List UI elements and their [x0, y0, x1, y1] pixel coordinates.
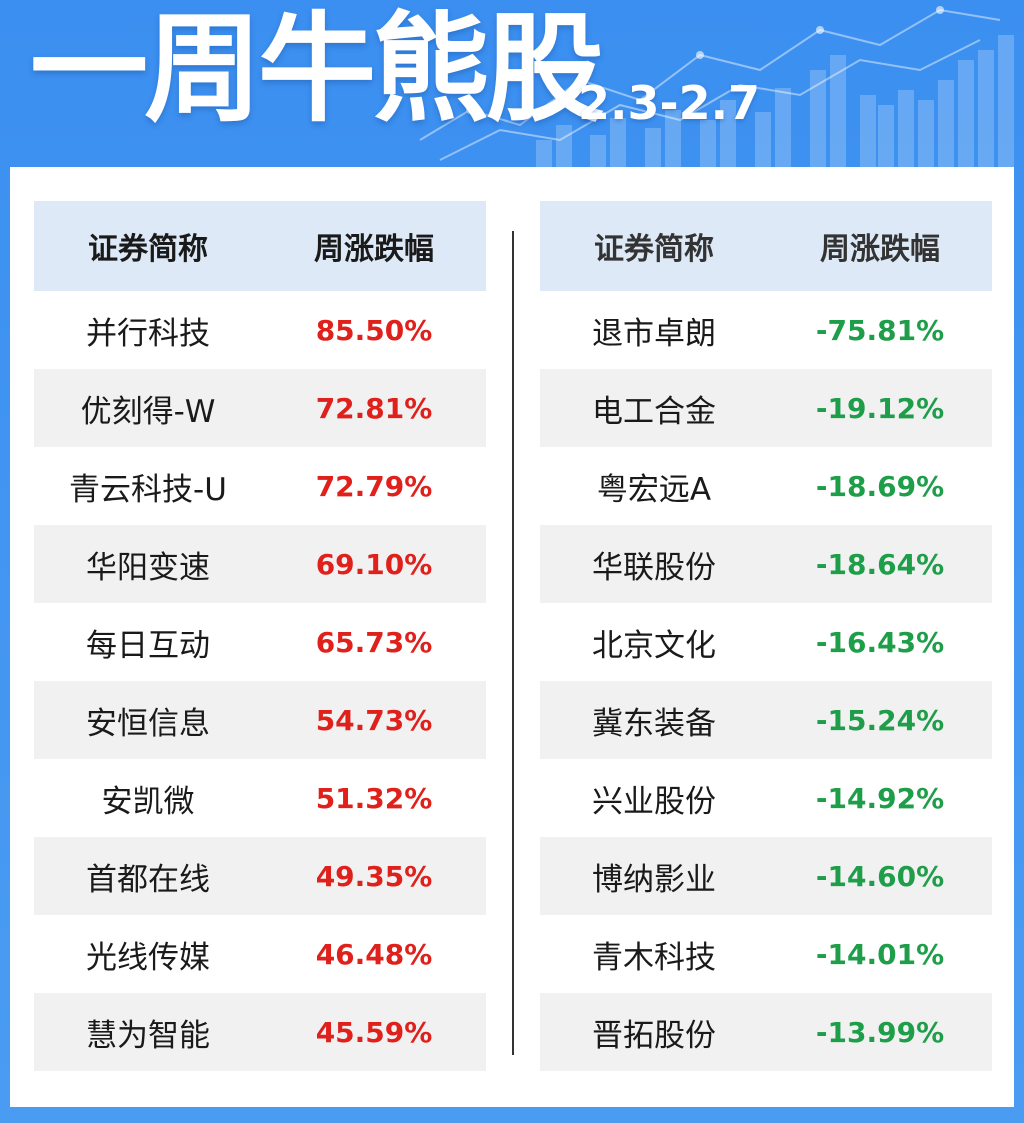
table-row: 光线传媒 46.48% [34, 915, 486, 993]
stock-name: 华联股份 [592, 549, 716, 586]
stock-name: 并行科技 [86, 315, 210, 352]
stock-name: 晋拓股份 [592, 1017, 716, 1054]
weekly-change: -18.69% [815, 469, 945, 503]
decorative-bar-chart-background [419, 6, 1014, 170]
column-header-name: 证券简称 [88, 232, 208, 267]
table-row: 青木科技 -14.01% [540, 915, 992, 993]
stock-name: 每日互动 [86, 627, 210, 664]
weekly-change: 45.59% [315, 1015, 433, 1049]
stock-name: 光线传媒 [86, 939, 210, 976]
weekly-change: 69.10% [315, 547, 433, 581]
weekly-change: 85.50% [315, 313, 433, 347]
stock-name: 退市卓朗 [592, 315, 716, 352]
weekly-change: 72.81% [315, 391, 433, 425]
stock-name: 华阳变速 [86, 549, 210, 586]
table-row: 慧为智能 45.59% [34, 993, 486, 1071]
table-row: 华阳变速 69.10% [34, 525, 486, 603]
weekly-change: -18.64% [815, 547, 945, 581]
content-card: 证券简称 周涨跌幅 并行科技 85.50% 优刻得-W 72.81% 青云科技-… [10, 167, 1014, 1107]
table-row: 粤宏远A -18.69% [540, 447, 992, 525]
table-header-row: 证券简称 周涨跌幅 [540, 201, 992, 291]
column-header-change: 周涨跌幅 [820, 232, 940, 267]
stock-name: 安凯微 [101, 783, 195, 820]
stock-name: 优刻得-W [80, 393, 216, 430]
weekly-change: -14.01% [815, 937, 945, 971]
table-row: 北京文化 -16.43% [540, 603, 992, 681]
weekly-change: 65.73% [315, 625, 433, 659]
table-row: 青云科技-U 72.79% [34, 447, 486, 525]
stock-name: 安恒信息 [86, 705, 210, 742]
column-header-change: 周涨跌幅 [314, 232, 434, 267]
stock-name: 北京文化 [592, 627, 716, 664]
weekly-change: -16.43% [815, 625, 945, 659]
table-row: 并行科技 85.50% [34, 291, 486, 369]
stock-name: 慧为智能 [86, 1017, 210, 1054]
table-row: 华联股份 -18.64% [540, 525, 992, 603]
stock-name: 青木科技 [592, 939, 716, 976]
weekly-change: 49.35% [315, 859, 433, 893]
table-row: 冀东装备 -15.24% [540, 681, 992, 759]
header-banner: 一周牛熊股 2.3-2.7 [0, 0, 1024, 170]
date-range: 2.3-2.7 [578, 76, 761, 130]
table-row: 晋拓股份 -13.99% [540, 993, 992, 1071]
table-row: 优刻得-W 72.81% [34, 369, 486, 447]
stock-name: 电工合金 [592, 393, 716, 430]
table-row: 兴业股份 -14.92% [540, 759, 992, 837]
stock-name: 冀东装备 [592, 705, 716, 742]
table-row: 安恒信息 54.73% [34, 681, 486, 759]
stock-name: 博纳影业 [592, 861, 716, 898]
table-row: 首都在线 49.35% [34, 837, 486, 915]
stock-name: 兴业股份 [592, 783, 716, 820]
weekly-change: -14.60% [815, 859, 945, 893]
stock-name: 青云科技-U [69, 471, 227, 508]
weekly-change: 54.73% [315, 703, 433, 737]
table-divider [512, 231, 514, 1055]
table-row: 退市卓朗 -75.81% [540, 291, 992, 369]
weekly-change: 46.48% [315, 937, 433, 971]
bear-stock-table: 证券简称 周涨跌幅 退市卓朗 -75.81% 电工合金 -19.12% 粤宏远A… [540, 201, 992, 1071]
column-header-name: 证券简称 [594, 232, 714, 267]
stock-name: 粤宏远A [596, 471, 712, 508]
table-row: 博纳影业 -14.60% [540, 837, 992, 915]
table-row: 电工合金 -19.12% [540, 369, 992, 447]
bull-stock-table: 证券简称 周涨跌幅 并行科技 85.50% 优刻得-W 72.81% 青云科技-… [34, 201, 486, 1071]
weekly-change: -15.24% [815, 703, 945, 737]
stock-name: 首都在线 [86, 861, 210, 898]
table-row: 每日互动 65.73% [34, 603, 486, 681]
table-row: 安凯微 51.32% [34, 759, 486, 837]
weekly-change: 51.32% [315, 781, 433, 815]
weekly-change: -13.99% [815, 1015, 945, 1049]
table-header-row: 证券简称 周涨跌幅 [34, 201, 486, 291]
weekly-change: -75.81% [815, 313, 945, 347]
weekly-change: -14.92% [815, 781, 945, 815]
weekly-change: -19.12% [815, 391, 945, 425]
weekly-change: 72.79% [315, 469, 433, 503]
page-title: 一周牛熊股 [30, 0, 604, 138]
